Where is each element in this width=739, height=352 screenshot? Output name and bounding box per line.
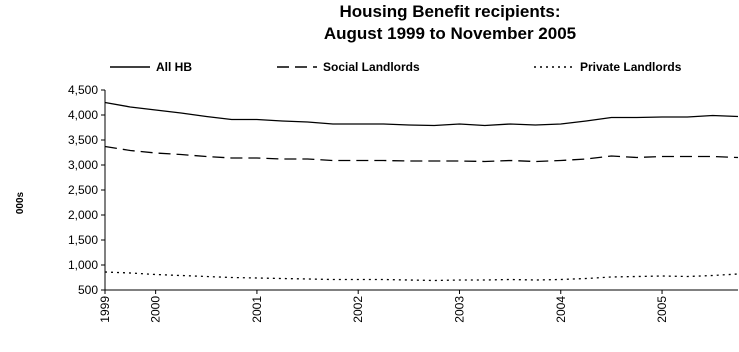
legend: All HB Social Landlords Private Landlords	[110, 60, 682, 74]
y-tick-label: 3,000	[68, 158, 98, 172]
y-tick-label: 500	[78, 283, 98, 297]
legend-label-1: Social Landlords	[323, 60, 420, 74]
x-tick-label: 2000	[149, 296, 163, 323]
plot-area: 500 1,000 1,500 2,000 2,500 3,000 3,500 4,000 4,…	[68, 83, 739, 323]
y-tick-label: 4,000	[68, 108, 98, 122]
x-tick-label: 1999	[98, 296, 112, 323]
series-line-1	[104, 145, 739, 163]
series-layer	[104, 101, 739, 282]
y-tick-label: 2,000	[68, 208, 98, 222]
y-tick-label: 4,500	[68, 83, 98, 97]
legend-label-2: Private Landlords	[580, 60, 682, 74]
x-tick-label: 2005	[655, 296, 669, 323]
series-line-2	[104, 271, 739, 282]
x-tick-label: 2004	[554, 296, 568, 323]
y-tick-label: 1,500	[68, 233, 98, 247]
x-tick-label: 2001	[250, 296, 264, 323]
legend-label-0: All HB	[156, 60, 192, 74]
chart-title-line-1: Housing Benefit recipients:	[339, 2, 560, 21]
x-tick-label: 2003	[453, 296, 467, 323]
axes-layer: 500 1,000 1,500 2,000 2,500 3,000 3,500 4,000 4,…	[68, 83, 738, 323]
y-tick-label: 3,500	[68, 133, 98, 147]
y-tick-label: 1,000	[68, 258, 98, 272]
y-tick-label: 2,500	[68, 183, 98, 197]
y-axis-title: 000s	[15, 191, 26, 214]
chart-title-line-2: August 1999 to November 2005	[324, 24, 576, 43]
x-tick-label: 2002	[351, 296, 365, 323]
series-line-0	[104, 101, 739, 127]
